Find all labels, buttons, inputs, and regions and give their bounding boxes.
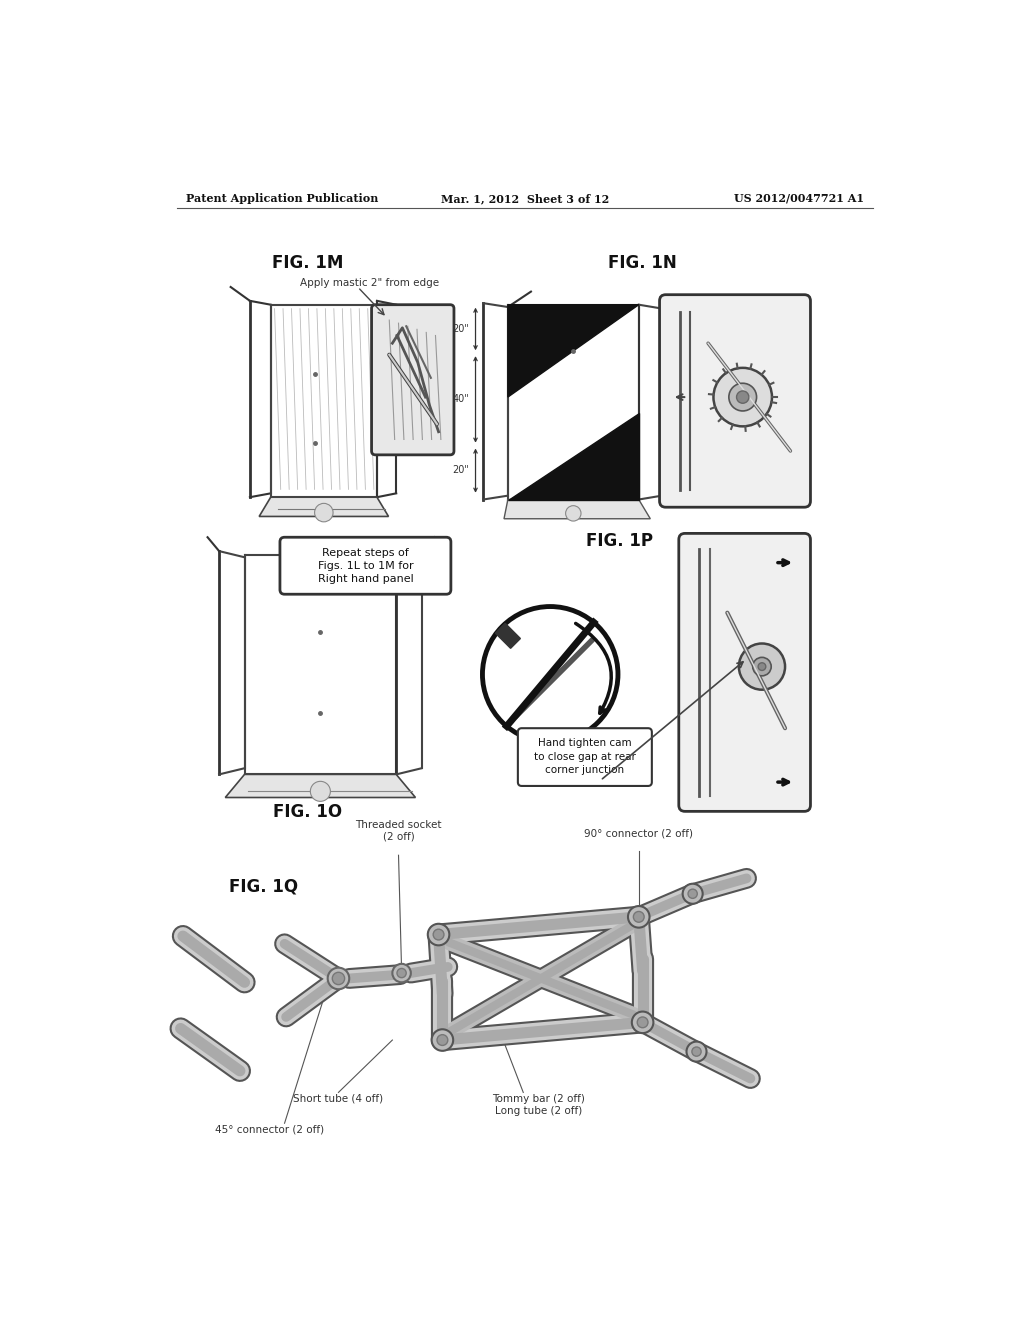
- Circle shape: [714, 368, 772, 426]
- Polygon shape: [496, 623, 520, 648]
- Text: FIG. 1N: FIG. 1N: [608, 255, 677, 272]
- FancyBboxPatch shape: [518, 729, 652, 785]
- Text: 40": 40": [453, 395, 469, 404]
- Circle shape: [328, 968, 349, 989]
- Circle shape: [428, 924, 450, 945]
- Text: FIG. 1O: FIG. 1O: [273, 803, 342, 821]
- Circle shape: [739, 644, 785, 690]
- Circle shape: [628, 906, 649, 928]
- Text: FIG. 1M: FIG. 1M: [272, 255, 343, 272]
- Circle shape: [333, 973, 345, 985]
- Circle shape: [688, 890, 697, 899]
- Circle shape: [314, 503, 333, 521]
- Circle shape: [729, 383, 757, 411]
- Polygon shape: [225, 775, 416, 797]
- Text: Patent Application Publication: Patent Application Publication: [186, 193, 379, 205]
- Circle shape: [637, 1016, 648, 1028]
- Polygon shape: [504, 499, 650, 519]
- Circle shape: [437, 1035, 447, 1045]
- Circle shape: [397, 969, 407, 978]
- Text: 20": 20": [453, 465, 469, 475]
- Circle shape: [683, 884, 702, 904]
- Text: US 2012/0047721 A1: US 2012/0047721 A1: [733, 193, 863, 205]
- Circle shape: [433, 929, 444, 940]
- Text: Threaded socket
(2 off): Threaded socket (2 off): [355, 820, 441, 841]
- Polygon shape: [377, 305, 408, 389]
- Polygon shape: [300, 562, 322, 594]
- Text: FIG. 1Q: FIG. 1Q: [229, 878, 298, 895]
- Circle shape: [392, 964, 411, 982]
- Text: Tommy bar (2 off)
Long tube (2 off): Tommy bar (2 off) Long tube (2 off): [493, 1094, 585, 1115]
- Circle shape: [686, 1041, 707, 1061]
- Text: 45° connector (2 off): 45° connector (2 off): [215, 1125, 324, 1135]
- FancyBboxPatch shape: [280, 537, 451, 594]
- Text: Repeat steps of
Figs. 1L to 1M for
Right hand panel: Repeat steps of Figs. 1L to 1M for Right…: [317, 548, 414, 583]
- Text: FIG. 1P: FIG. 1P: [586, 532, 653, 549]
- FancyBboxPatch shape: [659, 294, 810, 507]
- FancyBboxPatch shape: [679, 533, 810, 812]
- Text: Short tube (4 off): Short tube (4 off): [294, 1094, 384, 1104]
- Polygon shape: [508, 412, 639, 499]
- Circle shape: [692, 1047, 701, 1056]
- Circle shape: [634, 911, 644, 923]
- Text: Mar. 1, 2012  Sheet 3 of 12: Mar. 1, 2012 Sheet 3 of 12: [440, 193, 609, 205]
- Circle shape: [565, 506, 581, 521]
- Circle shape: [432, 1030, 454, 1051]
- Polygon shape: [259, 498, 388, 516]
- Circle shape: [758, 663, 766, 671]
- Text: 90° connector (2 off): 90° connector (2 off): [585, 829, 693, 838]
- Text: Apply mastic 2" from edge: Apply mastic 2" from edge: [300, 279, 439, 288]
- Circle shape: [736, 391, 749, 404]
- Polygon shape: [508, 305, 639, 397]
- Text: 20": 20": [453, 323, 469, 334]
- Circle shape: [632, 1011, 653, 1034]
- Circle shape: [310, 781, 331, 801]
- Circle shape: [753, 657, 771, 676]
- Text: Hand tighten cam
to close gap at rear
corner junction: Hand tighten cam to close gap at rear co…: [534, 738, 636, 775]
- FancyBboxPatch shape: [372, 305, 454, 455]
